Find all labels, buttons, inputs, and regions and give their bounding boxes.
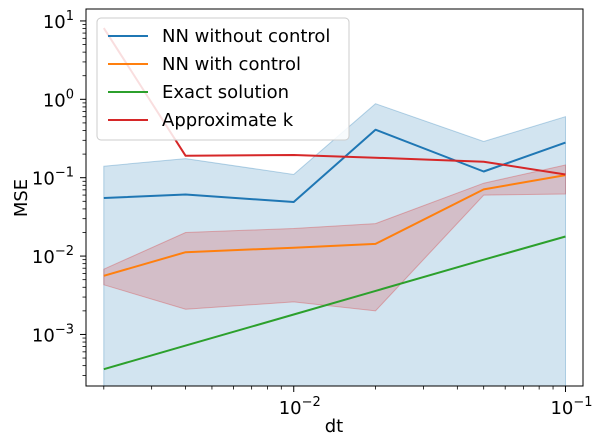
y-axis-label: MSE bbox=[11, 179, 32, 217]
legend-label: NN without control bbox=[162, 26, 330, 47]
y-tick-label: 10−2 bbox=[32, 244, 74, 268]
x-tick-label: 10−1 bbox=[550, 395, 592, 419]
legend-label: NN with control bbox=[162, 54, 301, 75]
y-axis: 10−3 10−2 10−1 100 101 bbox=[32, 9, 86, 376]
y-tick-label: 10−1 bbox=[32, 166, 74, 190]
x-tick-label: 10−2 bbox=[279, 395, 321, 419]
y-tick-label: 10−3 bbox=[32, 322, 74, 346]
legend-label: Approximate k bbox=[162, 110, 294, 131]
y-tick-label: 101 bbox=[43, 9, 74, 33]
y-tick-label: 100 bbox=[43, 87, 74, 111]
legend: NN without control NN with control Exact s… bbox=[97, 18, 349, 140]
x-axis-label: dt bbox=[325, 416, 343, 437]
x-axis: 10−2 10−1 bbox=[104, 386, 593, 419]
legend-label: Exact solution bbox=[162, 82, 289, 103]
